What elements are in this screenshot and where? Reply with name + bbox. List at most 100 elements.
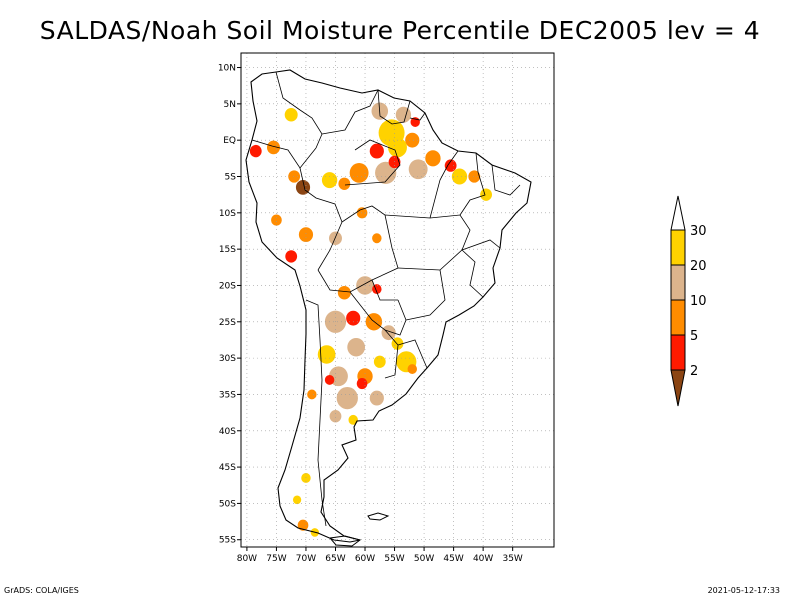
y-tick-label: 30S — [219, 354, 236, 364]
y-tick-label: 20S — [219, 281, 236, 291]
colorbar-bottom-arrow — [670, 369, 686, 407]
colorbar-label: 5 — [690, 329, 698, 344]
x-tick-label: 40W — [473, 554, 493, 564]
shade-patch — [271, 214, 282, 226]
y-tick-label: 5S — [225, 173, 237, 183]
colorbar-label: 2 — [690, 364, 698, 379]
shade-patch — [444, 159, 457, 172]
shade-patch — [317, 345, 336, 364]
shade-patch — [369, 390, 384, 406]
x-axis-ticks: 80W 75W 70W 65W 60W 55W 50W 45W 40W 35W — [237, 547, 523, 564]
shade-patch — [405, 132, 420, 148]
shade-patch — [425, 150, 441, 167]
colorbar-segment — [670, 299, 686, 336]
shade-patch — [373, 355, 386, 368]
border-colombia-ecuador-peru — [251, 139, 317, 169]
border-chile-argentina — [305, 299, 327, 527]
border-colombia-venezuela — [275, 71, 323, 149]
grid-lines — [241, 53, 554, 547]
shade-patch — [298, 227, 314, 243]
border-bolivia-brazil — [341, 205, 399, 281]
shade-patch — [381, 325, 396, 341]
y-tick-label: 5N — [224, 100, 236, 110]
border-brazil-states-5 — [344, 139, 401, 186]
colorbar-label: 20 — [690, 259, 707, 274]
shade-patch — [347, 337, 366, 357]
x-tick-label: 45W — [443, 554, 463, 564]
south-america-outline — [245, 69, 532, 543]
tierra-del-fuego-outline — [329, 535, 362, 547]
border-paraguay-brazil — [349, 291, 407, 336]
shade-patch — [297, 519, 309, 531]
border-argentina-uruguay — [384, 329, 399, 379]
shade-patch — [285, 250, 298, 263]
shade-patch — [372, 233, 382, 244]
border-peru-brazil — [299, 167, 343, 271]
shade-patch — [249, 144, 262, 158]
y-tick-label: 45S — [219, 463, 236, 473]
shade-patch — [307, 389, 317, 400]
colorbar-label: 30 — [690, 224, 707, 239]
border-brazil-states-6 — [459, 152, 486, 216]
shade-patch — [468, 170, 481, 183]
colorbar-top-arrow — [670, 195, 686, 231]
border-brazil-states-7 — [491, 164, 521, 196]
shade-patch — [288, 170, 301, 183]
y-axis-ticks: 10N 5N EQ 5S 10S 15S 20S 25S 30S 35S 40S 45S 50S 55S — [218, 64, 241, 546]
y-tick-label: 15S — [219, 245, 236, 255]
shade-patch — [375, 161, 397, 184]
shade-patch — [284, 107, 298, 122]
page-title: SALDAS/Noah Soil Moisture Percentile DEC… — [39, 16, 761, 45]
shade-patch — [336, 386, 358, 410]
shade-patch — [388, 137, 407, 158]
x-tick-label: 80W — [237, 554, 257, 564]
x-tick-label: 60W — [355, 554, 375, 564]
footer-credit: GrADS: COLA/IGES — [4, 586, 79, 595]
border-brazil-states-8 — [461, 249, 484, 298]
shade-patch — [337, 285, 351, 300]
shade-patch — [348, 414, 358, 425]
shade-patch — [266, 140, 280, 155]
border-brazil-states-2 — [429, 150, 459, 219]
border-brazil-states-4 — [405, 269, 446, 321]
shade-patch — [369, 143, 384, 159]
border-uruguay-brazil — [397, 339, 428, 369]
colorbar-label: 10 — [690, 294, 707, 309]
shade-patch — [451, 168, 468, 185]
x-tick-label: 70W — [296, 554, 316, 564]
coastline — [245, 69, 532, 547]
y-tick-label: 10S — [219, 209, 236, 219]
plot-border — [240, 52, 555, 548]
border-guyana-suriname — [377, 89, 411, 125]
colorbar: 30 20 10 5 2 — [670, 195, 707, 407]
colorbar-segment — [670, 334, 686, 371]
shade-patch — [356, 377, 368, 390]
border-venezuela-brazil — [321, 89, 379, 135]
shade-patch — [338, 177, 351, 190]
shade-patch — [346, 310, 361, 326]
shade-patch — [407, 364, 417, 374]
shade-patch — [321, 172, 338, 189]
x-tick-label: 50W — [414, 554, 434, 564]
y-tick-label: 50S — [219, 499, 236, 509]
border-fguiana — [409, 112, 426, 121]
y-tick-label: 35S — [219, 390, 236, 400]
shade-patch — [408, 159, 428, 180]
x-tick-label: 35W — [502, 554, 522, 564]
shade-patch — [328, 231, 342, 246]
shade-patch — [480, 188, 492, 201]
y-tick-label: EQ — [223, 136, 236, 146]
shade-patch — [395, 106, 412, 123]
y-tick-label: 10N — [218, 64, 236, 74]
shade-patch — [329, 410, 342, 423]
colorbar-segment — [670, 264, 686, 301]
border-bolivia-paraguay — [317, 269, 398, 301]
falklands-outline — [367, 512, 390, 521]
x-tick-label: 65W — [325, 554, 345, 564]
y-tick-label: 40S — [219, 427, 236, 437]
x-tick-label: 75W — [266, 554, 286, 564]
y-tick-label: 25S — [219, 318, 236, 328]
footer-timestamp: 2021-05-12-17:33 — [707, 586, 780, 595]
shade-patch — [324, 374, 335, 385]
